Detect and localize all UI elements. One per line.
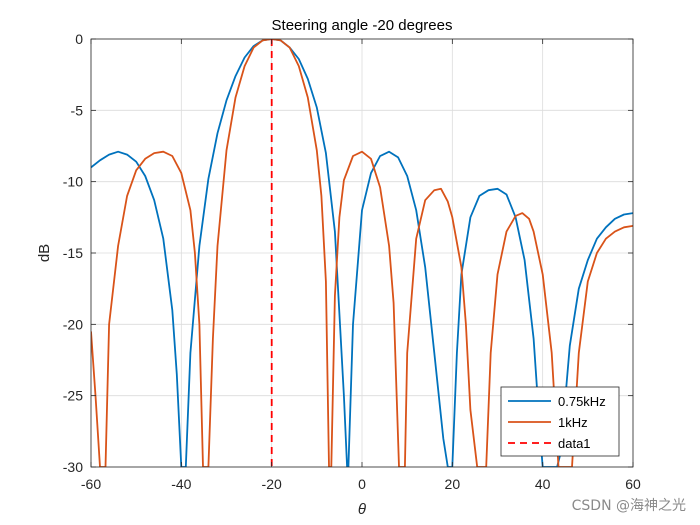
y-tick-label: -25 <box>63 388 83 404</box>
y-tick-label: -10 <box>63 174 83 190</box>
x-tick-label: 20 <box>445 476 461 492</box>
y-tick-label: -15 <box>63 245 83 261</box>
x-tick-label: 40 <box>535 476 551 492</box>
legend-entry-label: 0.75kHz <box>558 394 606 409</box>
axis-ticks: -60 -40 -20 0 20 40 60 0 -5 -10 -15 -20 -25 -30 <box>63 31 641 492</box>
legend-entry-label: data1 <box>558 436 591 451</box>
chart-title: Steering angle -20 degrees <box>272 17 453 34</box>
y-tick-label: -30 <box>63 459 83 475</box>
y-tick-label: -20 <box>63 316 83 332</box>
y-tick-label: 0 <box>75 31 83 47</box>
x-tick-label: -20 <box>262 476 282 492</box>
y-axis-label: dB <box>36 244 53 262</box>
x-tick-label: 0 <box>358 476 366 492</box>
x-axis-label: θ <box>358 501 366 518</box>
y-tick-label: -5 <box>71 102 84 118</box>
legend-entry-label: 1kHz <box>558 415 588 430</box>
x-tick-label: -60 <box>81 476 101 492</box>
watermark: CSDN @海神之光 <box>571 498 686 514</box>
x-tick-label: 60 <box>625 476 641 492</box>
series-line-1khz <box>91 39 633 467</box>
legend: 0.75kHz 1kHz data1 <box>500 386 620 457</box>
x-tick-label: -40 <box>171 476 191 492</box>
